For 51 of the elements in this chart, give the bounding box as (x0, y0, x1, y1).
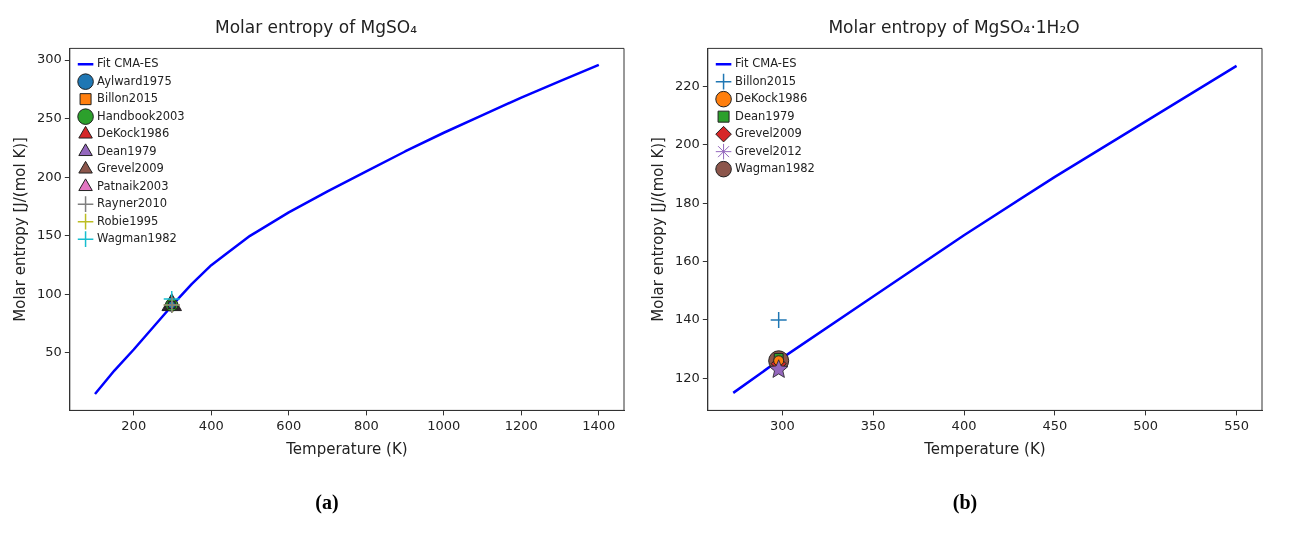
x-tick-label: 300 (769, 417, 795, 433)
x-tick-label: 800 (353, 417, 379, 433)
legend-label: DeKock1986 (97, 126, 170, 141)
x-tick-label: 450 (1042, 417, 1068, 433)
y-tick-label: 200 (674, 136, 700, 152)
x-tick-label: 550 (1224, 417, 1249, 433)
y-tick-label: 200 (36, 168, 62, 184)
legend-label: Grevel2012 (735, 143, 802, 158)
y-tick-label: 150 (36, 227, 62, 243)
legend-label: Dean1979 (735, 108, 795, 123)
x-tick-label: 1400 (582, 417, 616, 433)
legend-label: Rayner2010 (97, 196, 168, 211)
y-tick-label: 180 (674, 194, 700, 210)
y-tick-label: 120 (674, 369, 700, 385)
x-tick-label: 1000 (427, 417, 461, 433)
legend-label: Wagman1982 (735, 161, 815, 176)
x-axis-title: Temperature (K) (923, 439, 1046, 458)
legend-label: Wagman1982 (97, 231, 177, 246)
legend-label: Billon2015 (735, 73, 797, 88)
x-tick-label: 350 (860, 417, 886, 433)
x-tick-label: 400 (951, 417, 977, 433)
legend-label: Fit CMA-ES (97, 56, 159, 71)
legend-label: Fit CMA-ES (735, 56, 797, 71)
legend-label: Billon2015 (97, 91, 159, 106)
y-tick-label: 220 (674, 77, 700, 93)
text: (a) (314, 491, 340, 514)
legend-label: Grevel2009 (735, 126, 802, 141)
chart-title: Molar entropy of MgSO₄·1H₂O (828, 16, 1080, 37)
y-tick-label: 300 (36, 51, 62, 67)
y-tick-label: 100 (36, 285, 62, 301)
legend-label: Grevel2009 (97, 161, 164, 176)
y-tick-label: 140 (674, 311, 700, 327)
y-tick-label: 50 (45, 344, 62, 360)
y-axis-title: Molar entropy [J/(mol K)] (10, 137, 29, 322)
legend-label: Robie1995 (97, 213, 159, 228)
x-tick-label: 500 (1133, 417, 1159, 433)
x-tick-label: 400 (198, 417, 224, 433)
legend-label: DeKock1986 (735, 91, 808, 106)
x-tick-label: 200 (121, 417, 147, 433)
y-axis-title: Molar entropy [J/(mol K)] (648, 137, 667, 322)
x-tick-label: 1200 (504, 417, 538, 433)
y-tick-label: 250 (36, 110, 62, 126)
legend-label: Dean1979 (97, 143, 157, 158)
x-axis-title: Temperature (K) (285, 439, 408, 458)
legend-label: Patnaik2003 (97, 178, 169, 193)
chart-title: Molar entropy of MgSO₄ (214, 16, 418, 37)
y-tick-label: 160 (674, 252, 700, 268)
x-tick-label: 600 (276, 417, 302, 433)
legend-label: Handbook2003 (97, 108, 185, 123)
legend-label: Aylward1975 (97, 73, 172, 88)
text: (b) (951, 491, 979, 514)
